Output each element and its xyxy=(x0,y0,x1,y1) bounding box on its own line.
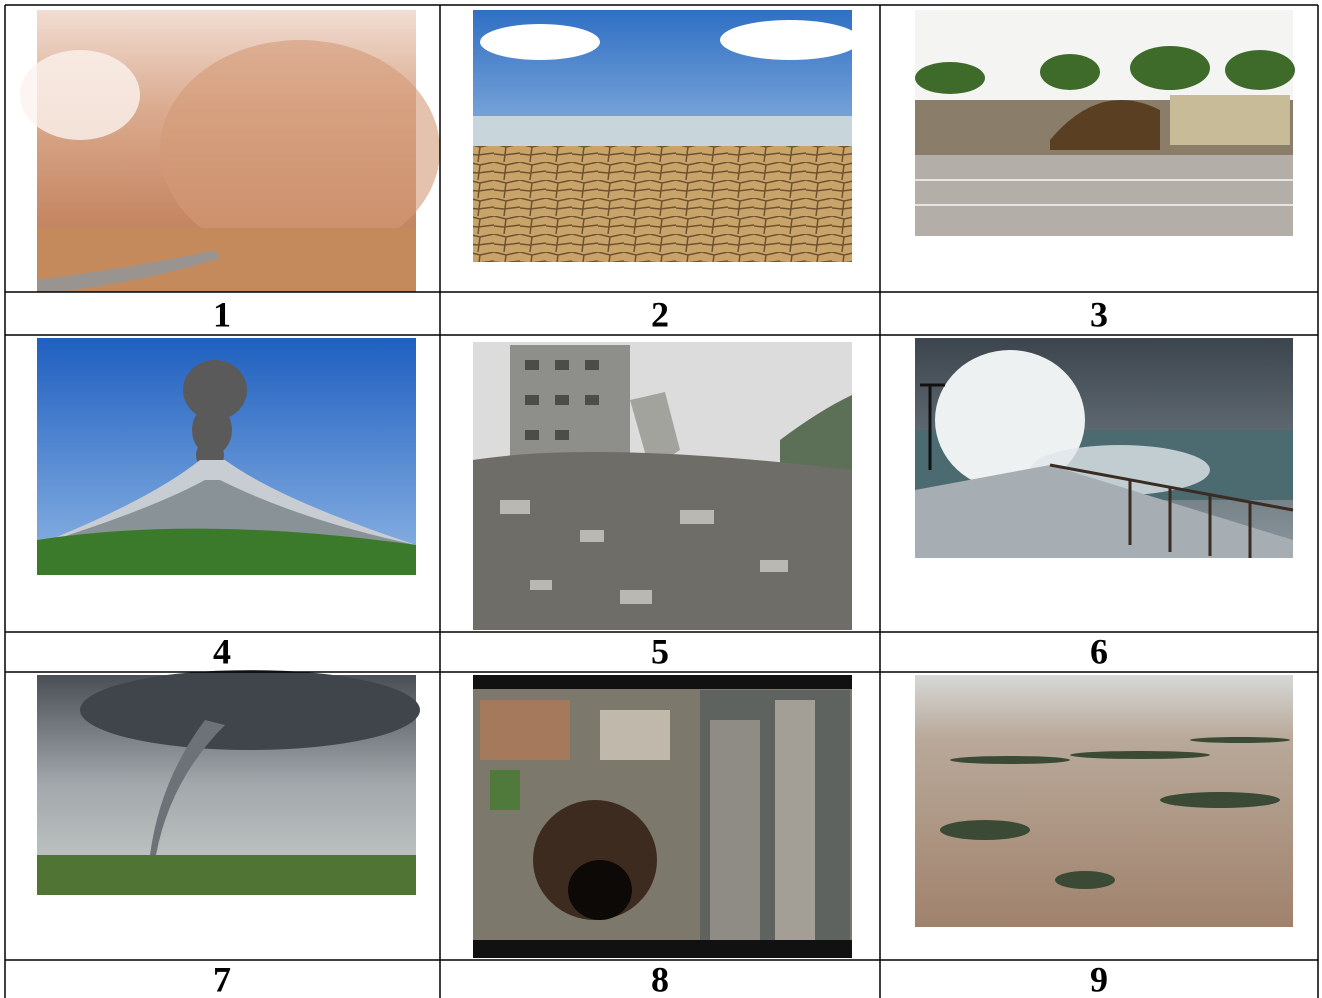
photo-earthquake-part-part xyxy=(680,510,714,524)
photo-sinkhole-part xyxy=(473,675,852,689)
photo-earthquake-part-part xyxy=(525,360,539,370)
photo-dust-storm-part xyxy=(37,250,220,292)
photo-wave-part xyxy=(915,155,1293,236)
photo-volcano-part-part xyxy=(192,405,232,455)
cell-label: 4 xyxy=(213,631,231,671)
photo-earthquake-part xyxy=(630,392,680,470)
cell-label: 2 xyxy=(651,294,669,334)
photo-earthquake-part-part xyxy=(620,590,652,604)
photo-wave-part-part xyxy=(1225,50,1295,90)
photo-earthquake-part-part xyxy=(760,560,788,572)
photo-wave-part-part xyxy=(1040,54,1100,90)
photo-tornado xyxy=(37,670,420,895)
photo-flood-part-part xyxy=(1190,737,1290,743)
photo-dust-storm-part xyxy=(160,40,440,260)
photo-flood-part-part xyxy=(1070,751,1210,759)
cell-label: 5 xyxy=(651,631,669,671)
photo-drought-part xyxy=(473,146,852,262)
photo-earthquake-part-part xyxy=(585,395,599,405)
photo-flood-part-part xyxy=(940,820,1030,840)
photo-volcano xyxy=(37,338,416,575)
photo-storm-surge-part-part xyxy=(1049,463,1294,512)
photo-sinkhole-part xyxy=(473,940,852,958)
photo-sinkhole xyxy=(473,675,852,958)
photo-sinkhole-part xyxy=(710,720,760,950)
photo-storm-surge-part xyxy=(935,350,1085,490)
photo-volcano-part-part xyxy=(183,360,247,420)
photo-sinkhole-part xyxy=(600,710,670,760)
cell-label: 9 xyxy=(1090,959,1108,998)
photo-storm-surge-part xyxy=(1049,463,1294,558)
photo-earthquake xyxy=(473,342,852,630)
photo-flood-part-part xyxy=(1160,792,1280,808)
photo-tornado-part xyxy=(80,670,420,750)
photo-tornado-part xyxy=(150,720,225,855)
photo-storm-surge-part xyxy=(920,383,945,470)
photo-earthquake-part-part xyxy=(500,500,530,514)
photo-flood-part-part xyxy=(1055,871,1115,889)
photo-wave-part xyxy=(1170,95,1290,145)
photo-drought-part xyxy=(480,24,600,60)
photo-flood xyxy=(915,675,1293,927)
photo-earthquake-part-part xyxy=(585,360,599,370)
photo-dust-storm-part xyxy=(20,50,140,140)
photo-drought-part xyxy=(720,20,860,60)
photo-earthquake-part xyxy=(780,395,852,480)
cell-label: 8 xyxy=(651,959,669,998)
photo-sinkhole-part xyxy=(775,700,815,950)
photo-storm-surge xyxy=(915,338,1294,558)
photo-wave-part xyxy=(1050,100,1160,150)
photo-tornado-part xyxy=(37,855,416,895)
photo-sinkhole-part xyxy=(480,700,570,760)
photo-wave-part xyxy=(915,179,1293,206)
photo-sinkhole-part xyxy=(490,770,520,810)
cell-label: 6 xyxy=(1090,631,1108,671)
photo-earthquake-part-part xyxy=(580,530,604,542)
photo-drought-part xyxy=(473,116,852,146)
photo-storm-surge-part xyxy=(915,465,1293,558)
photo-wave-part-part xyxy=(1130,46,1210,90)
photo-wave-part-part xyxy=(915,62,985,94)
cell-label: 1 xyxy=(213,294,231,334)
photo-drought xyxy=(473,10,860,262)
photo-wave-part xyxy=(915,46,1295,94)
photo-earthquake-part-part xyxy=(525,430,539,440)
photo-earthquake-part xyxy=(473,452,852,630)
cell-label: 7 xyxy=(213,959,231,998)
photo-earthquake-part-part xyxy=(555,395,569,405)
photo-sinkhole-part xyxy=(568,860,632,920)
photo-volcano-part xyxy=(37,528,416,575)
photo-earthquake-part-part xyxy=(525,395,539,405)
photo-earthquake-part xyxy=(500,500,788,604)
photo-earthquake-part-part xyxy=(530,580,552,590)
photo-earthquake-part-part xyxy=(555,360,569,370)
cell-label: 3 xyxy=(1090,294,1108,334)
photo-earthquake-part-part xyxy=(555,430,569,440)
table-borders xyxy=(4,4,1319,998)
photo-earthquake-part xyxy=(525,360,599,440)
photo-dust-storm xyxy=(20,10,440,292)
photo-flood-part-part xyxy=(950,756,1070,764)
photo-flood-part xyxy=(940,737,1290,889)
photo-wave xyxy=(915,10,1295,236)
